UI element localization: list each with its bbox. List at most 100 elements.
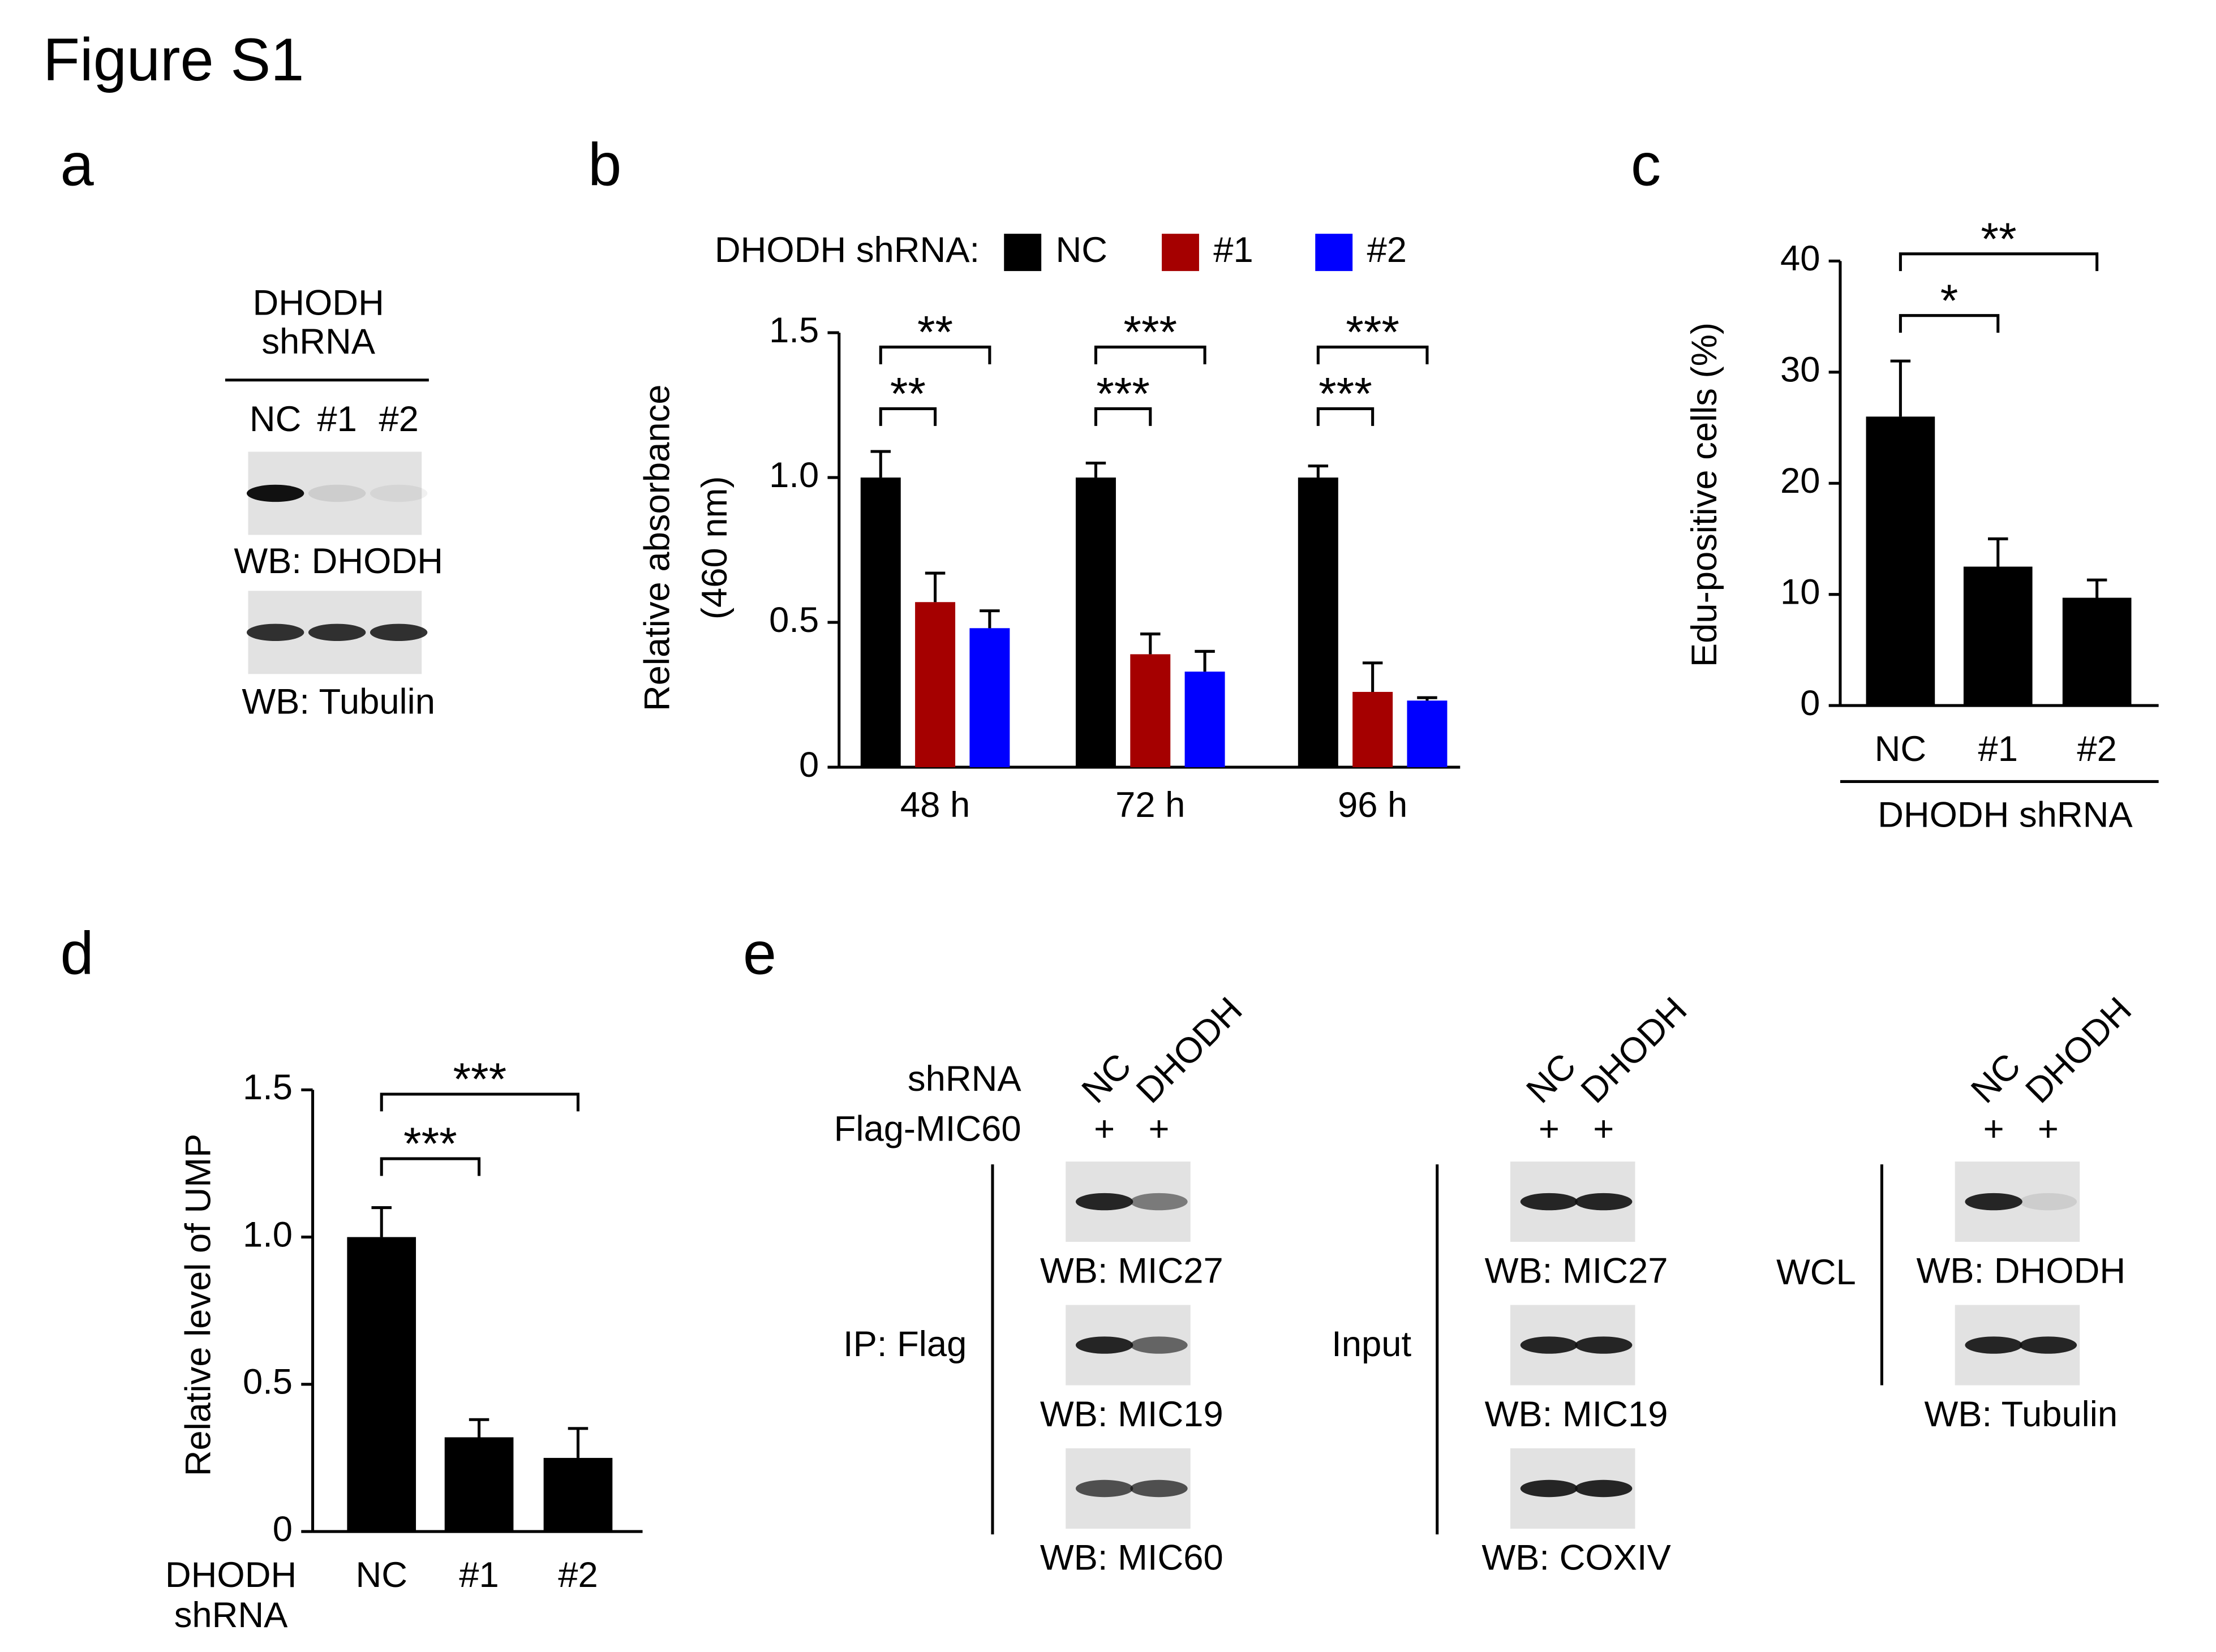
error-bar [1987,537,2008,567]
significance-bracket [1316,407,1375,426]
bar [1130,654,1171,768]
bar [1963,566,2033,706]
error-bar [1417,696,1437,701]
row-label: Flag-MIC60 [834,1109,1021,1149]
x-tick-label: #1 [1978,729,2017,769]
lane-label: DHODH [2018,990,2139,1111]
blot-band [1575,1479,1633,1498]
x-tick-label: 72 h [1115,785,1185,825]
group-label: IP: Flag [843,1324,967,1364]
blot-label: WB: MIC19 [1485,1395,1668,1434]
bar [2062,597,2132,706]
error-bar [469,1418,489,1438]
blot-label: WB: MIC27 [1040,1251,1223,1291]
blot-header: shRNA [261,322,375,362]
significance-label: * [1940,276,1959,326]
error-bar [925,571,946,603]
y-tick-label: 0.5 [769,600,819,640]
legend-swatch [1162,234,1199,272]
x-tick-label: 48 h [900,785,970,825]
significance-label: *** [453,1054,506,1105]
plus-mark: + [1148,1109,1169,1149]
blot-band [1075,1336,1133,1354]
y-tick-label: 1.0 [769,455,819,495]
bar [1407,700,1448,768]
error-bar [1140,633,1161,655]
error-bar [568,1427,589,1458]
bar [1298,477,1338,768]
lane-label: DHODH [1574,990,1695,1111]
error-bar [980,609,1000,629]
y-axis-label: Relative level of UMP [179,1134,218,1477]
blot-band [1520,1193,1578,1211]
error-bar [1085,461,1106,478]
bar [1075,477,1116,768]
y-tick-label: 0 [1800,683,1820,723]
bar [1352,691,1393,768]
significance-label: *** [1096,369,1150,420]
figure-title: Figure S1 [43,26,304,93]
lane-label: #2 [379,399,418,439]
error-bar [870,450,891,478]
error-bar [371,1206,392,1237]
panel-label: c [1631,131,1661,198]
x-axis-label: DHODH [165,1555,297,1595]
blot-label: WB: MIC27 [1485,1251,1668,1291]
significance-label: ** [890,369,926,420]
blot-band [1520,1479,1578,1498]
blot-header: DHODH [253,283,384,323]
blot-band [370,484,428,502]
plus-mark: + [1593,1109,1614,1149]
significance-bracket [879,345,991,364]
y-axis-label: (460 nm) [695,476,735,620]
y-tick-label: 0 [799,745,819,785]
blot-label: WB: MIC60 [1040,1538,1223,1577]
significance-label: ** [1981,214,2016,265]
y-tick-label: 1.5 [769,311,819,350]
lane-label: DHODH [1129,990,1250,1111]
blot-band [2019,1193,2077,1211]
bar [1184,672,1225,768]
blot-label: WB: MIC19 [1040,1395,1223,1434]
legend-title: DHODH shRNA: [715,230,980,270]
plus-mark: + [1094,1109,1115,1149]
row-label: shRNA [908,1059,1021,1099]
group-label: WCL [1776,1253,1856,1292]
x-axis-label: DHODH shRNA [1878,795,2133,835]
blot-label: WB: DHODH [234,541,443,581]
x-tick-label: #2 [2077,729,2116,769]
plus-mark: + [1539,1109,1560,1149]
blot-band [1075,1193,1133,1211]
blot-band [308,484,366,502]
significance-label: *** [403,1118,457,1169]
error-bar [1308,464,1329,478]
significance-label: *** [1123,307,1177,358]
legend-label: NC [1055,230,1107,270]
blot-label: WB: Tubulin [1925,1395,2118,1434]
plus-mark: + [2038,1109,2059,1149]
y-tick-label: 10 [1780,572,1820,612]
blot-band [1575,1193,1633,1211]
blot-label: WB: DHODH [1917,1251,2126,1291]
significance-bracket [1899,252,2099,272]
blot-band [1075,1479,1133,1498]
blot-band [246,484,304,502]
blot-band [1130,1479,1188,1498]
blot-label: WB: COXIV [1481,1538,1670,1577]
error-bar [1195,649,1215,672]
bar [860,477,901,768]
lane-label: #1 [317,399,357,439]
y-tick-label: 30 [1780,350,1820,390]
blot-band [1575,1336,1633,1354]
panel-label: a [60,131,94,198]
lane-label: NC [1519,1046,1583,1111]
bar [1866,416,1935,706]
blot-band [2019,1336,2077,1354]
significance-bracket [879,407,937,426]
legend-swatch [1315,234,1353,272]
blot-band [1965,1336,2022,1354]
blot-band [1130,1336,1188,1354]
significance-bracket [1094,407,1152,426]
x-tick-label: #2 [558,1555,598,1595]
